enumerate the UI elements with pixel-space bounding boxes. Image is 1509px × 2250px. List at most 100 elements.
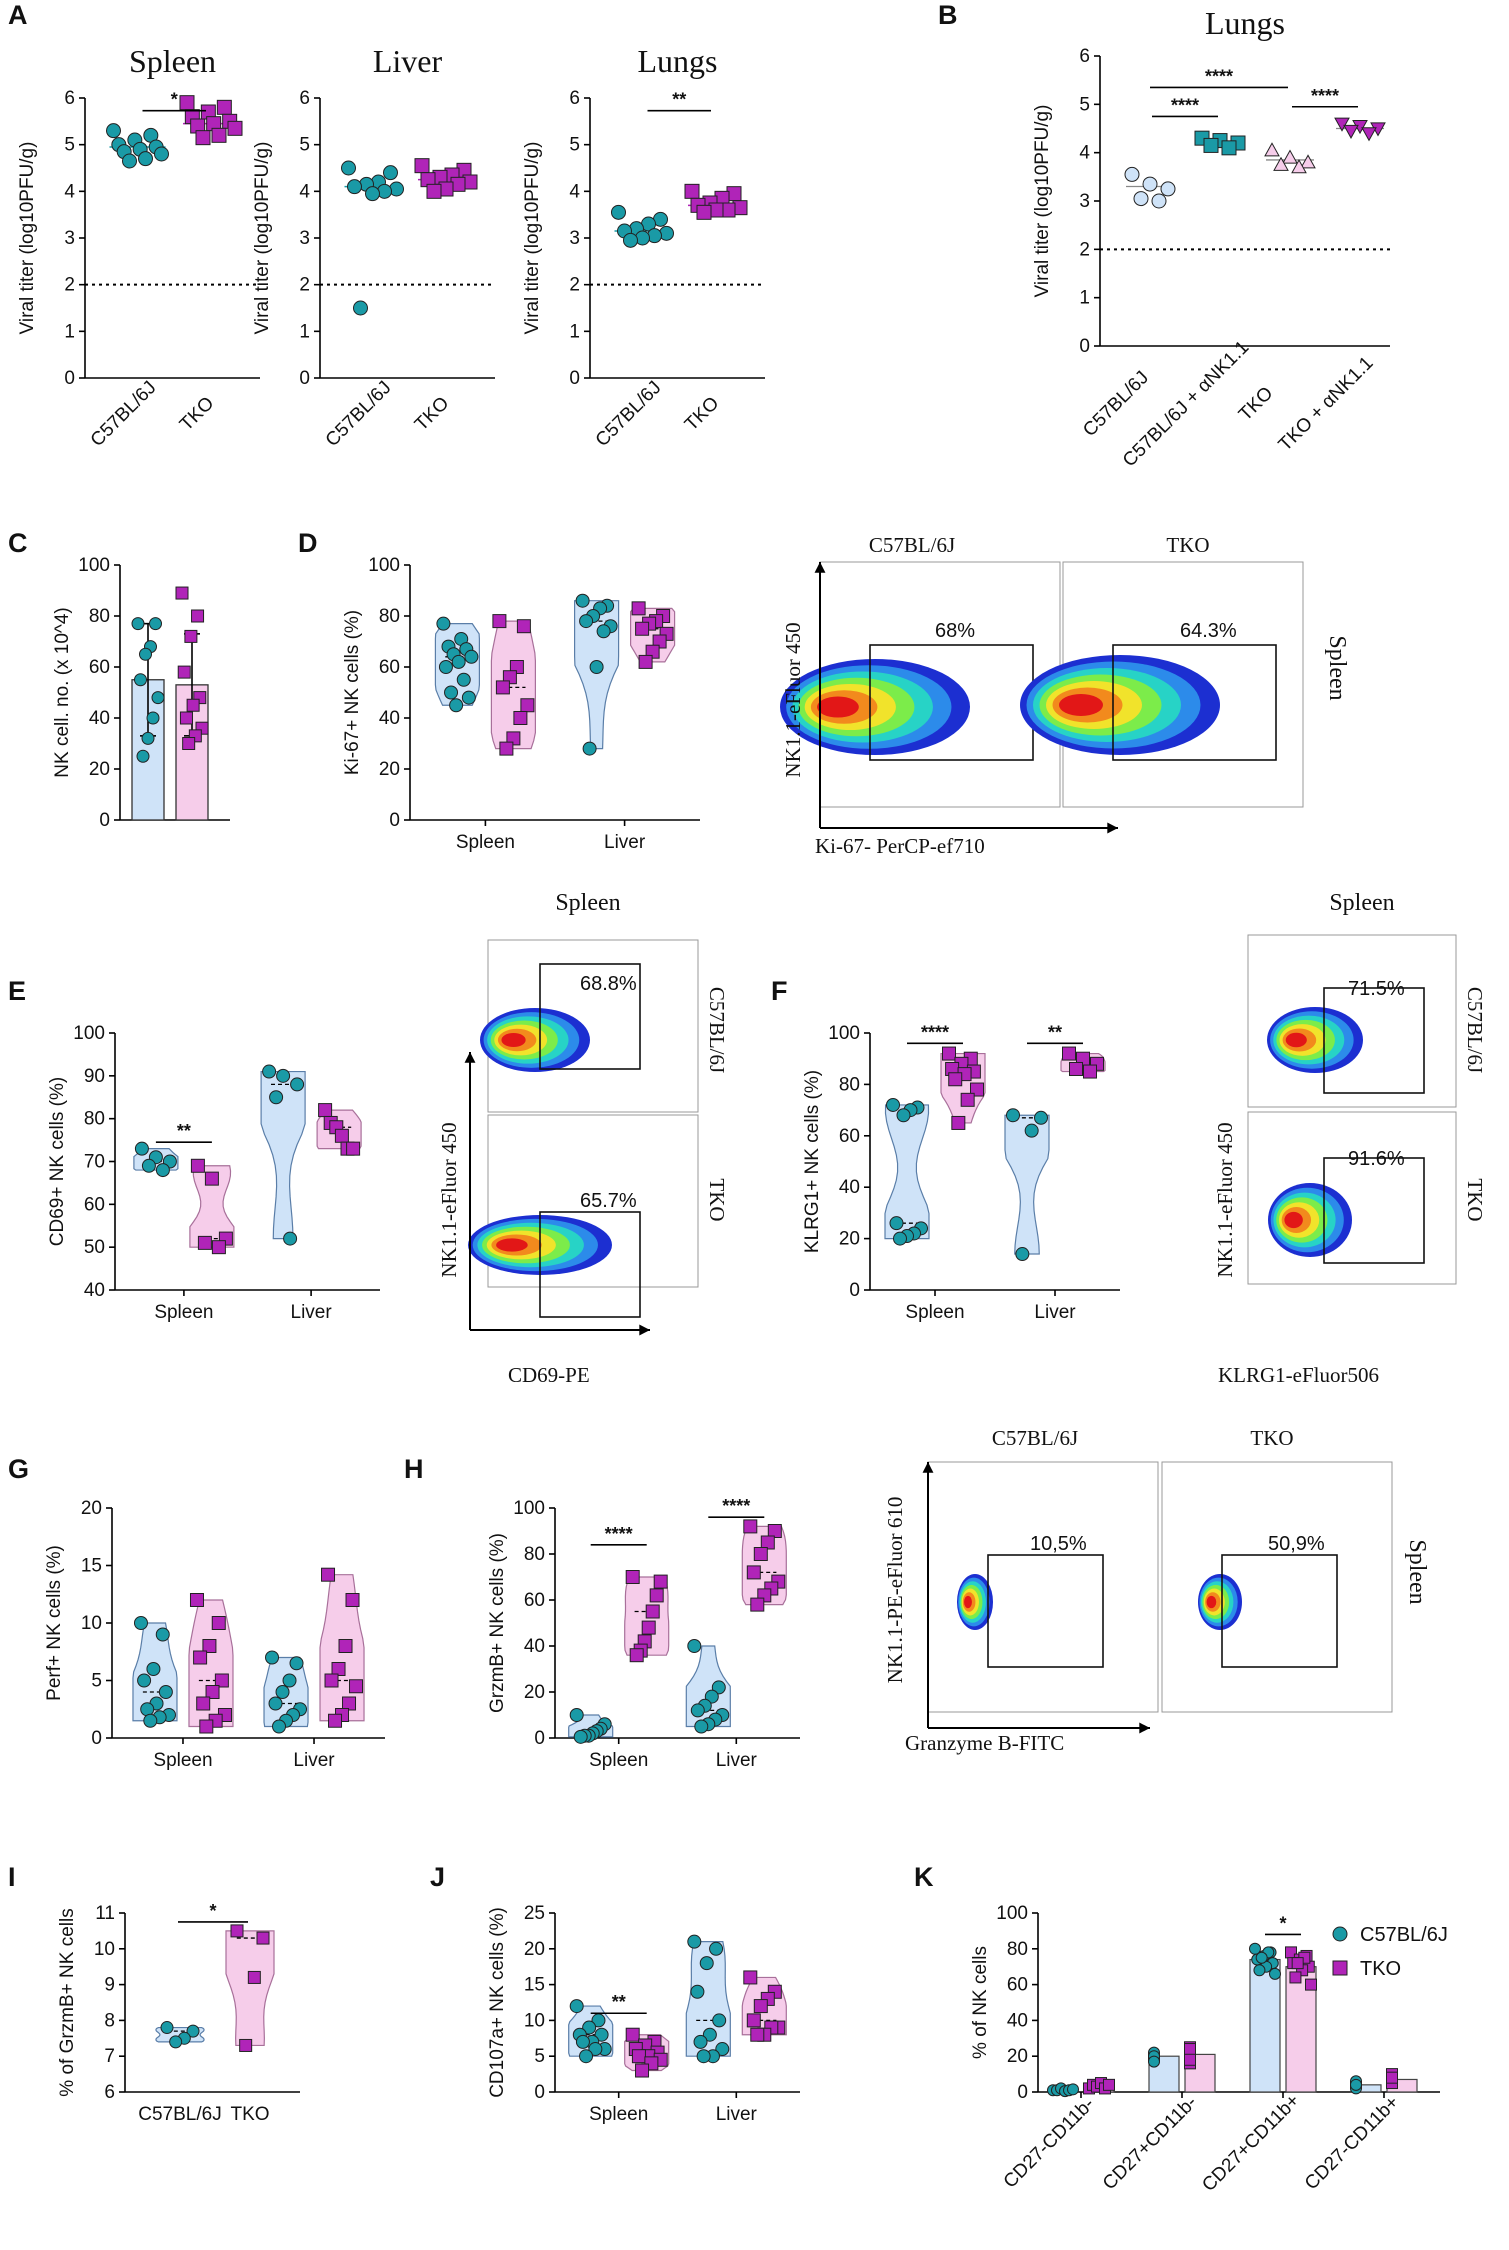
y-tick-label: 40	[379, 708, 400, 729]
violin-shape	[884, 1104, 930, 1240]
data-point	[205, 1685, 220, 1699]
data-point	[896, 1108, 911, 1123]
y-tick-label: 0	[534, 1728, 545, 1749]
data-point	[579, 2049, 594, 2064]
data-point	[746, 1565, 761, 1580]
gate-box	[539, 963, 641, 1070]
data-point	[1124, 166, 1140, 182]
panel-F-facs: Spleen 71.5% 91.6% C57BL/6J TKO KLRG1-eFluor5…	[1213, 890, 1487, 1387]
facs-y-label: NK1.1-eFluor 450	[1213, 1122, 1237, 1277]
y-tick-label: 6	[1079, 46, 1090, 67]
data-point	[146, 1662, 161, 1676]
y-tick-label: 0	[99, 810, 110, 831]
y-axis-label: % of GrzmB+ NK cells	[57, 1908, 78, 2096]
data-point	[693, 2034, 708, 2049]
subplot-title: Lungs	[638, 43, 718, 79]
y-tick-label: 7	[104, 2046, 115, 2067]
data-point	[1148, 2055, 1160, 2068]
y-tick-label: 11	[95, 1903, 115, 1924]
y-tick-label: 8	[104, 2010, 115, 2031]
data-point	[690, 1703, 705, 1718]
y-axis-label: Viral titer (log10PFU/g)	[522, 142, 543, 335]
y-axis-label: Viral titer (log10PFU/g)	[252, 142, 273, 335]
violin-shape	[225, 1930, 275, 2047]
gate-percentage: 10,5%	[1030, 1533, 1087, 1555]
sig-A-label: *	[171, 90, 178, 110]
y-axis-label: % of NK cells	[970, 1946, 991, 2059]
data-point	[133, 1616, 148, 1630]
y-tick-label: 100	[996, 1903, 1028, 1924]
y-tick-label: 100	[78, 555, 110, 576]
data-point	[645, 1604, 660, 1619]
y-tick-label: 40	[524, 1636, 545, 1657]
y-tick-label: 0	[299, 368, 310, 389]
data-point	[239, 2038, 253, 2052]
data-point	[696, 204, 712, 220]
data-point	[122, 153, 137, 169]
y-tick-label: 60	[379, 657, 400, 678]
data-point	[623, 232, 638, 248]
legend-label: TKO	[1360, 1958, 1401, 1980]
density-contour	[1206, 1595, 1217, 1609]
data-point	[513, 711, 528, 725]
x-tick-label: Liver	[604, 832, 646, 853]
y-axis-label: Viral titer (log10PFU/g)	[17, 142, 38, 335]
data-point	[211, 1240, 226, 1255]
data-point	[160, 2021, 174, 2035]
panel-F: 0 20 40 60 80 100 KLRG1+ NK cells (%) Spleen Liv…	[802, 1022, 1120, 1323]
facs-x-label: KLRG1-eFluor506	[1218, 1363, 1379, 1387]
panel-A-subplot-liver: Liver 0 1 2 3 4 5 6 Viral titer (log10PFU/g) C57B…	[252, 43, 495, 451]
violin-shape	[188, 1599, 234, 1728]
data-point	[196, 1696, 211, 1711]
x-tick-label: TKO	[681, 393, 723, 435]
x-axis-arrow-head	[639, 1324, 650, 1336]
y-tick-label: 0	[1079, 336, 1090, 357]
data-point	[641, 1620, 656, 1635]
data-point	[139, 647, 152, 661]
data-point	[169, 2035, 183, 2049]
data-point	[1184, 2043, 1196, 2056]
data-point	[247, 1970, 261, 1984]
density-contour	[817, 696, 859, 718]
y-tick-label: 5	[91, 1671, 102, 1692]
data-point	[140, 1702, 155, 1717]
y-tick-label: 80	[89, 606, 110, 627]
y-tick-label: 40	[839, 1177, 860, 1198]
data-point	[684, 183, 700, 199]
facs-y-label: NK1.1-eFluor 450	[437, 1122, 461, 1277]
y-tick-label: 80	[839, 1074, 860, 1095]
y-tick-label: 5	[299, 135, 310, 156]
data-point	[594, 2027, 609, 2042]
data-point	[334, 1128, 349, 1143]
y-tick-label: 6	[299, 88, 310, 109]
data-point	[711, 1680, 726, 1695]
y-tick-label: 4	[1079, 143, 1090, 164]
data-point	[195, 130, 211, 146]
facs-row-label: TKO	[705, 1178, 729, 1221]
data-point	[951, 1115, 966, 1130]
sig-A-label: **	[672, 90, 686, 110]
data-point	[516, 619, 531, 634]
y-tick-label: 4	[64, 181, 75, 202]
facs-x-label: CD69-PE	[508, 1363, 590, 1387]
x-tick-label: CD27-CD11b+	[1301, 2092, 1403, 2194]
x-tick-label: TKO	[411, 393, 453, 435]
density-contour	[1059, 694, 1103, 716]
y-tick-label: 80	[379, 606, 400, 627]
y-tick-label: 25	[524, 1903, 545, 1924]
data-point	[1067, 2083, 1079, 2096]
data-point	[290, 1077, 305, 1092]
data-point	[635, 2063, 650, 2078]
data-point	[262, 1064, 277, 1079]
sig-E-label: **	[177, 1121, 191, 1141]
x-tick-label: C57BL/6J	[322, 377, 396, 451]
data-point	[704, 1689, 719, 1704]
data-point	[712, 2013, 727, 2028]
data-point	[211, 1616, 226, 1630]
data-point	[184, 629, 198, 643]
data-point	[575, 593, 590, 608]
y-tick-label: 20	[81, 1498, 102, 1519]
y-tick-label: 2	[569, 275, 580, 296]
data-point	[1289, 1971, 1302, 1984]
y-tick-label: 60	[839, 1126, 860, 1147]
